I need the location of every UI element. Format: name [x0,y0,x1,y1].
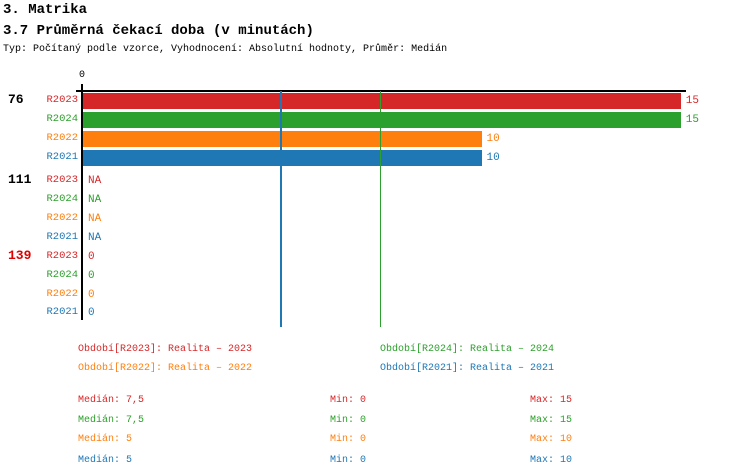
bar-value: NA [88,213,102,225]
row-label: R2022 [46,132,78,144]
bar [83,150,482,166]
row-label: R2021 [46,306,78,318]
bar [83,112,681,128]
stat-max-r2024: Max: 15 [530,415,573,426]
stat-max-r2022: Max: 10 [530,434,573,445]
legend-item-r2024: Období[R2024]: Realita – 2024 [380,344,555,355]
bar-value: 10 [486,133,500,145]
row-label: R2022 [46,288,78,300]
stat-min-r2023: Min: 0 [330,395,367,406]
stat-median-r2021: Medián: 5 [78,455,133,466]
stat-median-r2022: Medián: 5 [78,434,133,445]
bar [83,131,482,147]
y-axis-line [80,84,83,320]
stat-median-r2024: Medián: 7,5 [78,415,145,426]
bar-value: 0 [88,307,95,319]
bar-value: 0 [88,289,95,301]
group-label: 139 [8,248,32,263]
row-label: R2024 [46,269,78,281]
bar-value: 15 [685,114,699,126]
bar-value: 15 [685,95,699,107]
stat-max-r2021: Max: 10 [530,455,573,466]
group-label: 111 [8,172,32,187]
legend-item-r2021: Období[R2021]: Realita – 2021 [380,363,555,374]
chart-meta: Typ: Počítaný podle vzorce, Vyhodnocení:… [3,44,448,55]
stat-max-r2023: Max: 15 [530,395,573,406]
x-axis-zero-tick-label: 0 [78,70,85,81]
row-label: R2023 [46,250,78,262]
bar-value: NA [88,232,102,244]
row-label: R2022 [46,212,78,224]
row-label: R2021 [46,151,78,163]
bar-value: 10 [486,152,500,164]
page-title: 3. Matrika [3,2,88,18]
chart-title: 3.7 Průměrná čekací doba (v minutách) [3,23,314,39]
stat-min-r2022: Min: 0 [330,434,367,445]
bar [83,93,681,109]
row-label: R2023 [46,174,78,186]
median-line-r2021 [280,91,282,327]
bar-value: NA [88,194,102,206]
x-axis-top-line [76,90,686,92]
median-line-r2024 [379,91,382,327]
stat-min-r2024: Min: 0 [330,415,367,426]
legend-item-r2023: Období[R2023]: Realita – 2023 [78,344,253,355]
bar-value: 0 [88,270,95,282]
stat-median-r2023: Medián: 7,5 [78,395,145,406]
stat-min-r2021: Min: 0 [330,455,367,466]
row-label: R2024 [46,113,78,125]
row-label: R2023 [46,94,78,106]
bar-value: NA [88,175,102,187]
row-label: R2024 [46,193,78,205]
row-label: R2021 [46,231,78,243]
group-label: 76 [8,92,24,107]
bar-value: 0 [88,251,95,263]
legend-item-r2022: Období[R2022]: Realita – 2022 [78,363,253,374]
